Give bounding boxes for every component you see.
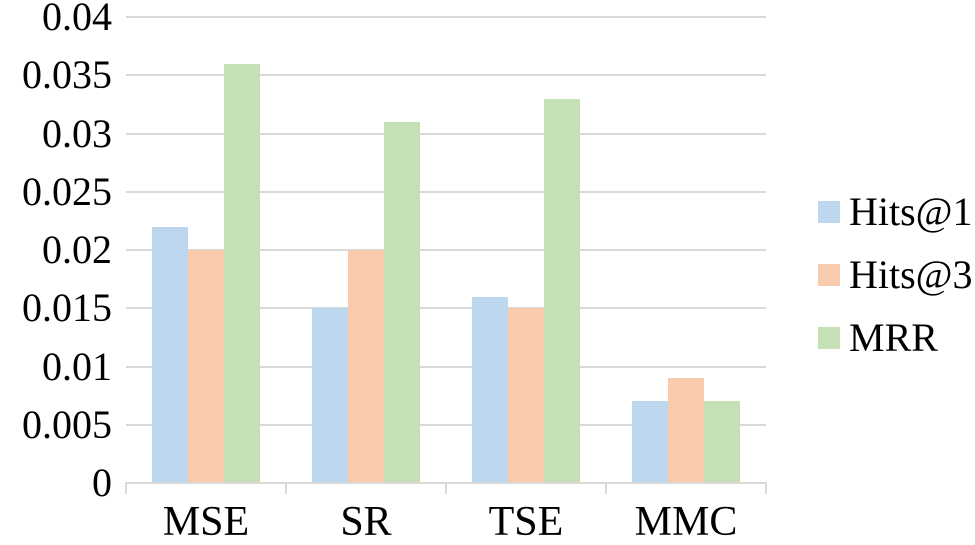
bar-mrr-mmc	[704, 401, 740, 483]
legend-label: Hits@1	[849, 188, 973, 234]
y-tick-label: 0.035	[22, 52, 112, 98]
legend-swatch-icon	[818, 263, 840, 286]
y-tick-label: 0.01	[42, 343, 112, 389]
bar-hits1-tse	[472, 296, 508, 483]
y-tick-label: 0.04	[42, 0, 112, 39]
y-tick-label: 0.03	[42, 110, 112, 156]
x-category-label-sr: SR	[340, 499, 392, 545]
legend: Hits@1 Hits@3 MRR	[818, 180, 973, 369]
x-axis-tick	[605, 482, 607, 494]
gridline	[126, 307, 766, 310]
gridline	[126, 423, 766, 426]
bar-hits3-tse	[508, 308, 544, 483]
gridline	[126, 132, 766, 135]
x-category-label-mmc: MMC	[634, 499, 738, 545]
x-axis-tick	[445, 482, 447, 494]
x-axis-tick	[765, 482, 767, 494]
gridline	[126, 249, 766, 251]
bar-mrr-sr	[384, 121, 420, 483]
x-axis-tick	[125, 482, 127, 494]
y-tick-label: 0.005	[22, 401, 112, 447]
gridline	[126, 74, 766, 77]
y-tick-label: 0.025	[22, 168, 112, 214]
bar-hits3-mmc	[668, 378, 704, 483]
y-tick-label: 0.02	[42, 227, 112, 272]
bar-hits3-mse	[188, 250, 224, 483]
y-tick-label: 0.015	[22, 285, 112, 331]
legend-entry-mrr: MRR	[818, 306, 973, 369]
x-category-label-tse: TSE	[488, 499, 564, 545]
gridline	[126, 190, 766, 193]
bar-mrr-tse	[544, 98, 580, 483]
bar-hits1-mse	[152, 226, 188, 483]
legend-swatch-icon	[818, 326, 840, 349]
legend-label: MRR	[849, 314, 938, 360]
x-axis-tick	[285, 482, 287, 494]
y-tick-label: 0	[92, 460, 112, 505]
bar-hits3-sr	[348, 250, 384, 483]
x-category-label-mse: MSE	[162, 499, 250, 545]
gridline	[126, 16, 766, 18]
legend-entry-hits1: Hits@1	[818, 180, 973, 243]
bar-hits1-sr	[312, 308, 348, 483]
legend-label: Hits@3	[849, 251, 973, 297]
bar-mrr-mse	[224, 63, 260, 483]
gridline	[126, 365, 766, 368]
legend-swatch-icon	[818, 200, 840, 223]
legend-entry-hits3: Hits@3	[818, 243, 973, 306]
bar-hits1-mmc	[632, 401, 668, 483]
